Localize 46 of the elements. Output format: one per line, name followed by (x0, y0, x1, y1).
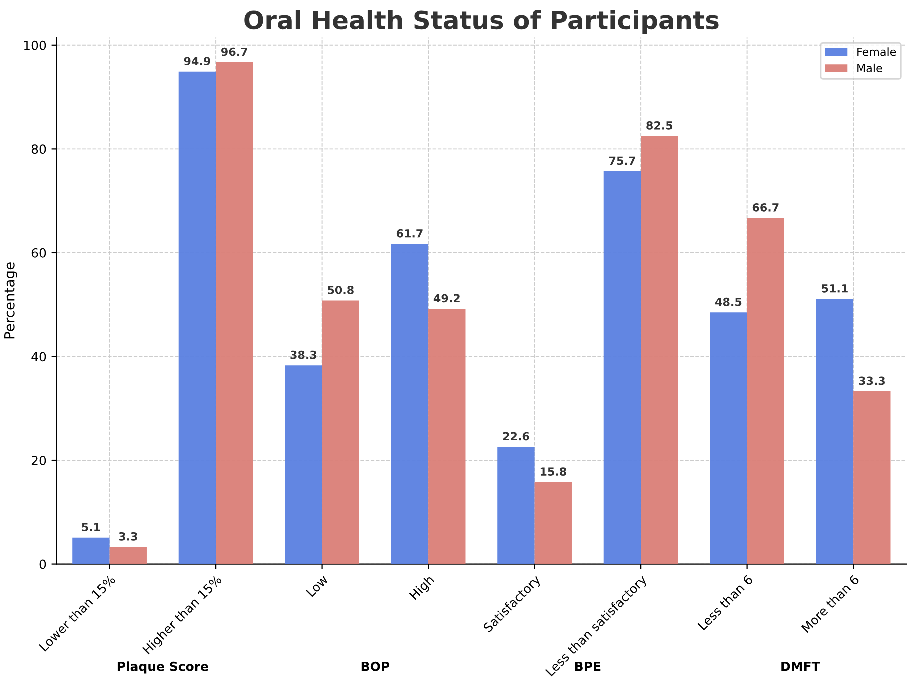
bar (710, 312, 748, 564)
data-label: 22.6 (503, 432, 530, 441)
bar (604, 171, 642, 564)
data-label: 38.3 (290, 350, 317, 360)
text: BPE (575, 662, 601, 672)
bar (72, 538, 110, 564)
bar (428, 309, 466, 564)
text: Plaque Score (118, 662, 208, 674)
data-label: 50.8 (328, 286, 354, 294)
data-label: 5.1 (82, 523, 100, 532)
bar (285, 366, 322, 564)
bar (747, 218, 784, 564)
y-tick-label: 100 (24, 40, 46, 50)
chart-title: Oral Health Status of Participants (244, 10, 719, 34)
y-axis-title: Percentage (4, 262, 18, 339)
data-label: 3.3 (119, 532, 138, 541)
data-label: 15.8 (540, 468, 566, 476)
bar (322, 300, 360, 564)
y-tick-label: 80 (32, 144, 46, 154)
data-label: 75.7 (610, 156, 636, 166)
data-label: 48.5 (716, 298, 742, 306)
bar (816, 299, 854, 564)
y-tick-label: 40 (32, 352, 46, 362)
bar (854, 392, 891, 564)
bar (641, 136, 678, 564)
bar (534, 482, 572, 564)
y-tick-label: 0 (40, 560, 46, 570)
data-label: 96.7 (222, 48, 248, 56)
bar (216, 62, 254, 564)
data-label: 66.7 (752, 203, 779, 212)
text: DMFT (782, 662, 820, 672)
data-label: 49.2 (434, 294, 460, 303)
y-tick-label: 20 (32, 456, 46, 466)
bar (391, 244, 429, 564)
data-label: 51.1 (822, 284, 848, 293)
data-label: 82.5 (646, 121, 673, 130)
y-tick-label: 60 (32, 248, 46, 258)
bar (498, 447, 535, 564)
data-label: 94.9 (184, 57, 210, 66)
bar (178, 72, 216, 564)
legend-label: Male (858, 64, 882, 73)
data-label: 61.7 (396, 229, 423, 238)
bar (110, 547, 147, 564)
data-label: 33.3 (859, 376, 885, 386)
text: BOP (362, 662, 390, 672)
legend-label: Female (858, 48, 896, 56)
